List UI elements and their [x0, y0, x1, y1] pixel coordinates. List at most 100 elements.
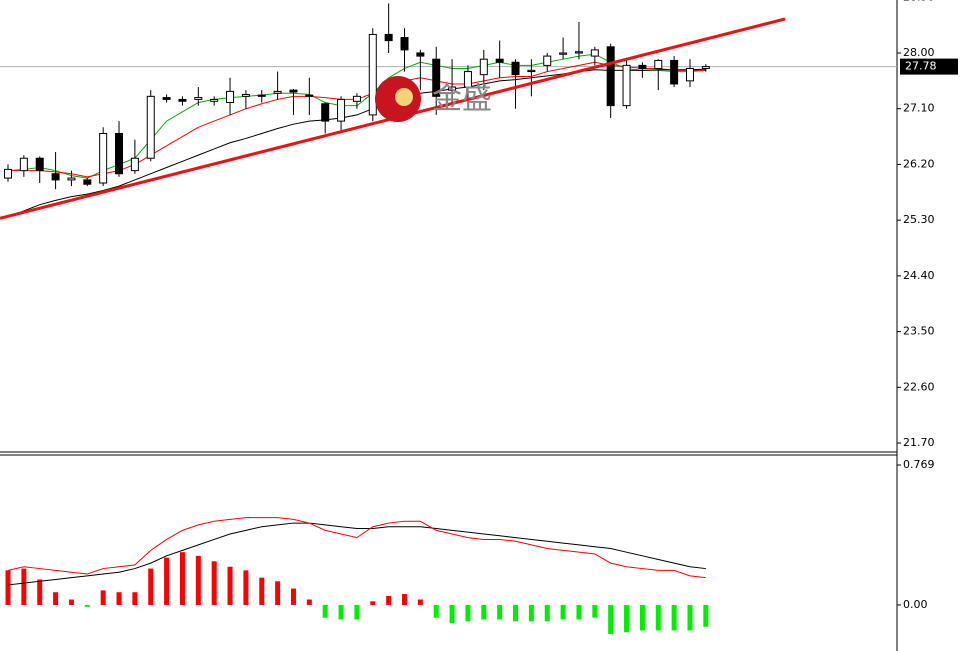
histogram-bar [433, 604, 439, 618]
candle-body [19, 157, 28, 172]
histogram-bar [544, 604, 550, 622]
y-tick-label: 26.20 [903, 157, 935, 170]
histogram-bar [481, 604, 487, 620]
candle-body [352, 95, 361, 102]
histogram-bar [386, 595, 392, 605]
histogram-bar [417, 599, 423, 605]
last-price-box [900, 58, 958, 75]
candle-body [273, 90, 282, 94]
candle-body [654, 59, 663, 69]
watermark-logo-inner [395, 88, 413, 106]
histogram-bar [243, 570, 249, 605]
candle-body [194, 97, 203, 100]
histogram-bar [639, 604, 645, 631]
histogram-bar [21, 568, 27, 605]
candle-body [622, 64, 631, 107]
y-tick-label: 21.70 [903, 436, 935, 449]
histogram-bar [5, 570, 11, 605]
histogram-bar [687, 604, 693, 631]
histogram-bar [195, 555, 201, 605]
candle-body [4, 168, 12, 179]
candle-body [257, 94, 266, 97]
histogram-bar [655, 604, 661, 631]
candle-body [384, 33, 393, 42]
candle-body [368, 33, 377, 116]
histogram-bar [116, 592, 122, 605]
y-tick-label: 25.30 [903, 213, 935, 226]
candle-body [115, 132, 124, 175]
y-tick-label: 28.90 [903, 0, 935, 3]
candle-body [400, 37, 409, 51]
y-tick-label: 28.00 [903, 46, 935, 59]
watermark-group: 金盛 [375, 76, 492, 122]
candle-body [289, 89, 298, 93]
candle-body [638, 64, 647, 69]
candle-body [83, 179, 92, 185]
histogram-bar [560, 604, 566, 620]
y-tick-label: 27.10 [903, 102, 935, 115]
candle-body [321, 103, 330, 122]
candle-body [701, 66, 710, 69]
candle-body [590, 49, 599, 57]
candle-body [543, 55, 552, 66]
histogram-bar [624, 604, 630, 633]
y-tick-label: 22.60 [903, 380, 935, 393]
candle-body [479, 58, 488, 76]
histogram-bar [100, 590, 106, 605]
histogram-bar [513, 604, 519, 622]
candle-body [511, 61, 520, 76]
candle-body [178, 98, 187, 102]
histogram-bar [68, 599, 74, 605]
histogram-bar [370, 601, 376, 605]
histogram-bar [275, 581, 281, 605]
histogram-bar [449, 604, 455, 624]
indicator-line [7, 517, 706, 579]
histogram-bar [148, 568, 154, 605]
candle-body [130, 157, 139, 172]
histogram-bar [528, 604, 534, 622]
histogram-bar [306, 599, 312, 605]
histogram-bar [671, 604, 677, 631]
histogram-bar [608, 604, 614, 635]
indicator-line [7, 68, 706, 218]
indicator-line [7, 522, 706, 586]
histogram-bar [338, 604, 344, 620]
candle-body [99, 132, 108, 184]
candle-body [51, 173, 60, 181]
histogram-bar [497, 604, 503, 620]
candle-body [432, 58, 441, 97]
y-tick-label: 23.50 [903, 325, 935, 338]
watermark-text: 金盛 [432, 82, 492, 117]
histogram-bar [322, 604, 328, 618]
candle-body [670, 59, 679, 85]
candle-body [337, 98, 346, 122]
y-tick-label: 24.40 [903, 269, 935, 282]
histogram-bar [53, 592, 59, 605]
histogram-bar [354, 604, 360, 620]
candle-body [685, 67, 694, 82]
y-tick-label: 0.00 [903, 598, 928, 611]
histogram-bar [227, 566, 233, 605]
candle-body [226, 90, 235, 104]
histogram-bar [179, 552, 185, 605]
histogram-bar [84, 604, 90, 607]
candle-body [463, 71, 472, 88]
histogram-bar [37, 579, 43, 605]
candle-body [162, 97, 171, 100]
candle-body [606, 46, 615, 107]
histogram-bar [576, 604, 582, 620]
candle-body [495, 58, 504, 63]
histogram-bar [465, 604, 471, 622]
y-tick-label: 0.769 [903, 458, 935, 471]
histogram-bar [211, 561, 217, 605]
last-price-label: 27.78 [905, 60, 937, 73]
histogram-bar [592, 604, 598, 618]
candle-body [527, 69, 536, 73]
histogram-bar [703, 604, 709, 627]
candle-body [35, 157, 44, 172]
candle-body [448, 86, 457, 91]
histogram-bar [402, 594, 407, 605]
histogram-bar [259, 577, 265, 605]
